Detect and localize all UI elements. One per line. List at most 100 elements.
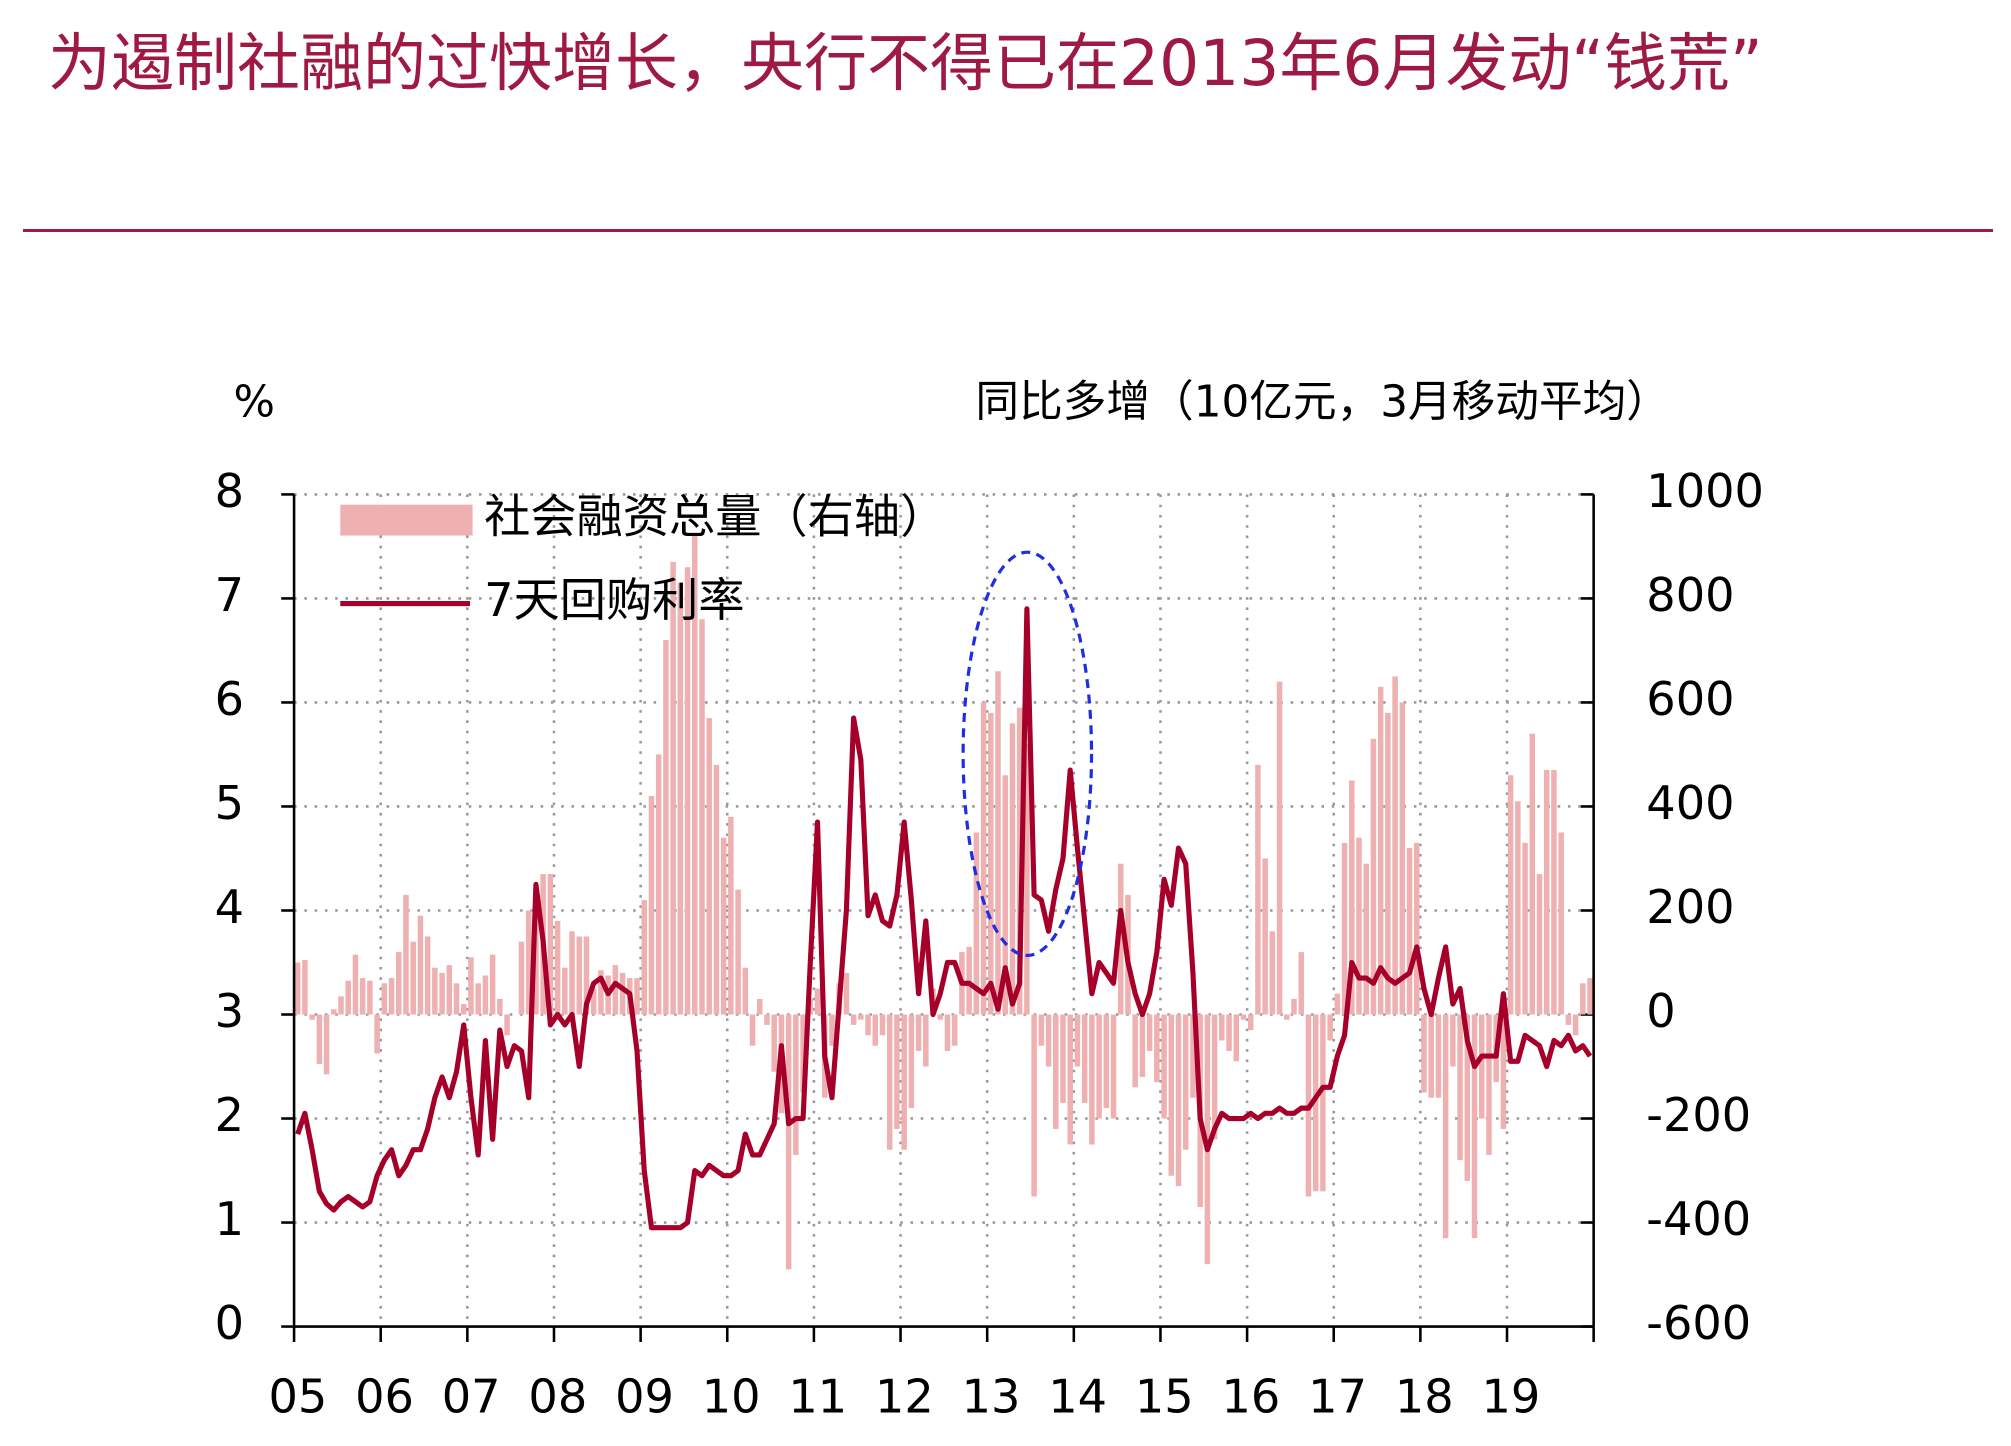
bar bbox=[1363, 863, 1369, 1015]
bar bbox=[1219, 1014, 1225, 1041]
bar bbox=[1507, 775, 1514, 1015]
bar bbox=[1211, 1014, 1218, 1140]
bar bbox=[403, 894, 409, 1015]
bar bbox=[692, 536, 698, 1015]
y2-tick-label: -200 bbox=[1646, 1088, 1751, 1142]
bar bbox=[648, 796, 655, 1015]
bar bbox=[1269, 931, 1276, 1015]
bar bbox=[1168, 1014, 1175, 1176]
x-tick-label: 09 bbox=[615, 1369, 674, 1423]
bar bbox=[417, 915, 424, 1015]
y-tick-label: 1 bbox=[215, 1192, 244, 1246]
bar bbox=[1132, 1014, 1138, 1088]
bar bbox=[1038, 1014, 1045, 1046]
y-tick-label: 8 bbox=[215, 464, 244, 518]
bar bbox=[598, 970, 604, 1015]
bar bbox=[489, 954, 496, 1015]
bar bbox=[612, 965, 619, 1015]
bar bbox=[1247, 1014, 1254, 1031]
y-tick-label: 3 bbox=[215, 984, 244, 1038]
bar bbox=[439, 972, 445, 1015]
bar bbox=[331, 1009, 337, 1015]
bar bbox=[800, 1014, 806, 1093]
bar bbox=[886, 1014, 893, 1150]
bar bbox=[670, 562, 676, 1015]
y-tick-label: 6 bbox=[215, 672, 244, 726]
bar bbox=[757, 998, 763, 1015]
bar bbox=[1060, 1014, 1066, 1103]
bar bbox=[1457, 1014, 1463, 1161]
bar bbox=[1471, 1014, 1478, 1239]
bar bbox=[1110, 1014, 1117, 1119]
y2-tick-label: 200 bbox=[1646, 880, 1734, 934]
bar bbox=[1320, 1014, 1326, 1192]
bar bbox=[1327, 1014, 1333, 1041]
bar bbox=[1349, 780, 1355, 1015]
bar bbox=[1478, 1014, 1485, 1119]
bar bbox=[829, 1014, 835, 1046]
bar bbox=[1276, 681, 1283, 1015]
bar bbox=[1031, 1014, 1037, 1197]
bar bbox=[302, 959, 308, 1015]
bar bbox=[850, 1014, 857, 1025]
bar bbox=[1182, 1014, 1189, 1150]
bar bbox=[1565, 1014, 1572, 1025]
bar bbox=[1529, 733, 1536, 1015]
bar bbox=[367, 980, 373, 1015]
bar bbox=[742, 967, 749, 1015]
y2-tick-label: 1000 bbox=[1646, 464, 1764, 518]
bar bbox=[1486, 1014, 1492, 1155]
chart-title: 为遏制社融的过快增长，央行不得已在2013年6月发动“钱荒” bbox=[48, 27, 1763, 100]
bar bbox=[858, 1014, 864, 1020]
bar bbox=[1002, 775, 1008, 1015]
bar bbox=[1572, 1014, 1579, 1036]
bar bbox=[966, 946, 972, 1015]
bar bbox=[677, 582, 684, 1015]
y2-tick-label: 400 bbox=[1646, 776, 1734, 830]
x-tick-label: 07 bbox=[442, 1369, 501, 1423]
bar bbox=[1435, 1014, 1442, 1098]
x-tick-label: 08 bbox=[528, 1369, 587, 1423]
y-tick-label: 5 bbox=[215, 776, 244, 830]
bar bbox=[793, 1014, 799, 1155]
bar bbox=[1255, 764, 1261, 1015]
bar bbox=[1580, 983, 1586, 1015]
bar bbox=[1558, 832, 1564, 1015]
y-tick-label: 0 bbox=[215, 1296, 244, 1350]
y2-axis-label: 同比多增（10亿元，3月移动平均） bbox=[975, 377, 1670, 428]
bar bbox=[1053, 1014, 1059, 1129]
y2-tick-label: -600 bbox=[1646, 1296, 1751, 1350]
bar bbox=[424, 936, 431, 1015]
bar bbox=[1139, 1014, 1146, 1077]
bar bbox=[1464, 1014, 1471, 1181]
bar bbox=[1312, 1014, 1319, 1192]
bar bbox=[1161, 1014, 1167, 1119]
bar bbox=[547, 874, 554, 1015]
bar bbox=[749, 1014, 756, 1046]
bar bbox=[1334, 993, 1341, 1015]
x-tick-label: 12 bbox=[875, 1369, 934, 1423]
bar bbox=[1587, 978, 1593, 1015]
legend-label: 7天回购利率 bbox=[484, 573, 744, 627]
bar bbox=[446, 965, 453, 1015]
bar bbox=[583, 936, 590, 1015]
bar bbox=[381, 983, 388, 1015]
bar bbox=[684, 567, 691, 1015]
bar bbox=[1291, 998, 1297, 1015]
bar bbox=[1045, 1014, 1052, 1067]
bar bbox=[641, 900, 647, 1015]
bar bbox=[345, 980, 351, 1015]
bar bbox=[1089, 1014, 1095, 1145]
bar bbox=[497, 998, 503, 1015]
bar bbox=[554, 920, 561, 1015]
bar bbox=[915, 1014, 922, 1051]
bar bbox=[475, 983, 481, 1015]
bar bbox=[988, 712, 994, 1015]
bar bbox=[388, 978, 395, 1015]
bar bbox=[908, 1014, 915, 1109]
bar bbox=[944, 1014, 951, 1051]
y2-tick-label: 600 bbox=[1646, 672, 1734, 726]
bar bbox=[1118, 863, 1124, 1015]
bar bbox=[1074, 1014, 1081, 1067]
bar bbox=[843, 972, 850, 1015]
